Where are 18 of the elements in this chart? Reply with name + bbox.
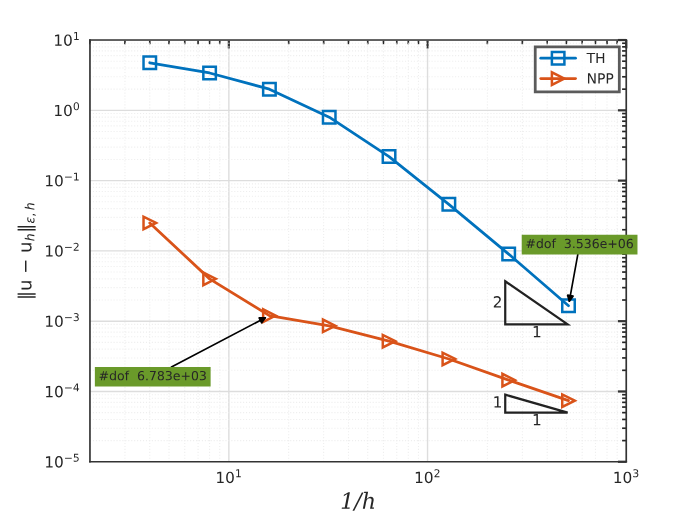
point <box>501 372 517 388</box>
point <box>560 393 576 409</box>
point <box>501 246 517 262</box>
point <box>142 55 158 71</box>
point <box>381 333 397 349</box>
point <box>441 196 457 212</box>
point <box>321 318 337 334</box>
point <box>441 351 457 367</box>
point <box>202 271 218 287</box>
point <box>381 149 397 165</box>
point <box>261 308 277 324</box>
point <box>321 109 337 125</box>
point <box>560 298 576 314</box>
x-axis-title: 1/h <box>341 491 375 511</box>
point <box>261 81 277 97</box>
point <box>142 215 158 231</box>
point <box>202 65 218 81</box>
y-axis-title: ‖u − u$_{h}$‖$_{ε,h}$ <box>17 203 36 298</box>
